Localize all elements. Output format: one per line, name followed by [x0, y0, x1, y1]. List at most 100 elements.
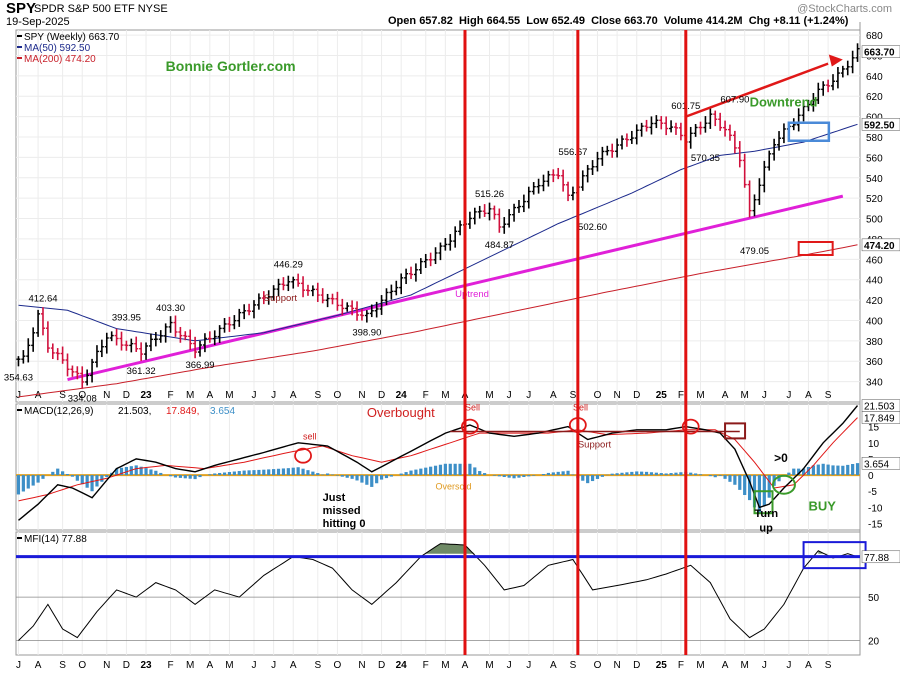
price-bar	[673, 122, 678, 135]
macd-histogram-bar	[478, 471, 482, 476]
price-bar	[281, 277, 286, 291]
ohlc-summary: Open 657.82 High 664.55 Low 652.49 Close…	[388, 15, 848, 27]
price-label: 446.29	[274, 259, 303, 270]
price-bar	[355, 301, 360, 321]
price-legend-entry: MA(50) 592.50	[24, 43, 91, 54]
macd-histogram-bar	[208, 474, 212, 476]
macd-histogram-bar	[70, 475, 75, 477]
ticker-symbol: SPY	[6, 0, 37, 17]
last-price-tag-box	[861, 45, 900, 58]
macd-histogram-bar	[659, 473, 663, 476]
macd-sell-circle-4	[681, 418, 700, 435]
macd-histogram-bar	[247, 470, 251, 476]
price-bar	[40, 307, 45, 336]
price-bar	[669, 120, 674, 133]
month-label-price: M	[485, 390, 493, 401]
macd-histogram-bar	[232, 471, 236, 476]
price-bar	[423, 253, 428, 268]
price-bar	[90, 358, 95, 383]
macd-histogram-bar	[21, 475, 25, 492]
price-bar	[379, 295, 384, 315]
price-bar	[315, 282, 320, 302]
macd-histogram-bar	[65, 474, 70, 476]
price-bar	[580, 170, 585, 191]
ma200-tag-box	[861, 238, 900, 252]
month-label-price: 24	[396, 390, 408, 401]
month-label-bottom: F	[168, 660, 174, 671]
macd-histogram-bar	[325, 473, 330, 476]
month-label-bottom: J	[526, 660, 531, 671]
price-tick-label: 680	[866, 31, 883, 42]
price-bar	[251, 300, 256, 319]
downtrend-arrowhead	[828, 54, 843, 67]
price-label: 403.30	[156, 303, 185, 314]
price-tick-label: 340	[866, 378, 883, 389]
month-label-bottom: J	[762, 660, 767, 671]
macd-histogram-bar	[546, 472, 551, 476]
month-label-bottom: 25	[656, 660, 668, 671]
price-bar	[261, 291, 266, 305]
macd-histogram-bar	[267, 469, 271, 476]
uptrend-annotation: Uptrend	[455, 289, 489, 300]
price-bar	[55, 348, 60, 361]
macd-histogram-bar	[497, 475, 501, 477]
month-label-price: J	[507, 390, 512, 401]
macd-legend-name: MACD(12,26,9)	[24, 406, 93, 417]
macd-histogram-bar	[625, 472, 629, 476]
price-tick-label: 560	[866, 153, 883, 164]
price-bar	[791, 118, 796, 131]
price-bar	[541, 174, 546, 192]
price-bar	[217, 325, 222, 343]
price-bar	[678, 122, 683, 141]
macd-histogram-bar	[512, 475, 516, 479]
price-bar	[75, 366, 80, 380]
macd-histogram-bar	[350, 475, 354, 479]
macd-histogram-bar	[296, 467, 300, 476]
price-bar	[727, 124, 732, 141]
macd-histogram-bar	[728, 475, 732, 482]
macd-histogram-bar	[851, 464, 855, 476]
macd-histogram-bar	[198, 475, 202, 478]
price-bar	[467, 211, 472, 229]
macd-histogram-bar	[218, 472, 222, 476]
macd-histogram-bar	[355, 475, 359, 481]
just-missed-label: Just	[323, 492, 346, 504]
macd-histogram-bar	[811, 465, 815, 476]
price-label: 570.35	[691, 153, 720, 164]
macd-histogram-bar	[134, 465, 138, 476]
signal-value-tag-box	[861, 411, 900, 424]
macd-sell-label-2: Sell	[465, 402, 480, 412]
macd-histogram-bar	[747, 475, 752, 501]
price-bar	[188, 329, 193, 351]
macd-histogram-bar	[473, 467, 477, 476]
macd-histogram-bar	[56, 468, 60, 476]
macd-histogram-bar	[424, 467, 428, 476]
macd-histogram-bar	[527, 475, 531, 477]
macd-histogram-bar	[100, 475, 104, 482]
price-bar	[610, 143, 615, 158]
macd-histogram-bar	[75, 475, 79, 481]
price-bar	[742, 153, 747, 188]
macd-histogram-bar	[640, 471, 644, 476]
price-bar	[757, 178, 762, 205]
macd-histogram-bar	[213, 473, 217, 476]
macd-histogram-bar	[777, 475, 781, 482]
macd-histogram-bar	[306, 470, 310, 476]
month-label-price: N	[613, 390, 620, 401]
macd-legend-macd: 21.503,	[118, 406, 151, 417]
price-bar	[502, 217, 507, 234]
macd-histogram-bar	[517, 475, 521, 478]
macd-histogram-bar	[119, 467, 124, 476]
macd-histogram-bar	[566, 470, 570, 476]
macd-histogram-bar	[649, 472, 654, 476]
month-label-bottom: F	[423, 660, 429, 671]
price-bar	[212, 330, 217, 346]
price-bar	[26, 338, 31, 363]
macd-buy-circle	[771, 474, 796, 495]
macd-histogram-bar	[556, 471, 560, 476]
price-bar	[561, 169, 566, 192]
price-tick-label: 460	[866, 255, 883, 266]
price-bar	[595, 151, 600, 172]
price-bar	[207, 331, 212, 343]
